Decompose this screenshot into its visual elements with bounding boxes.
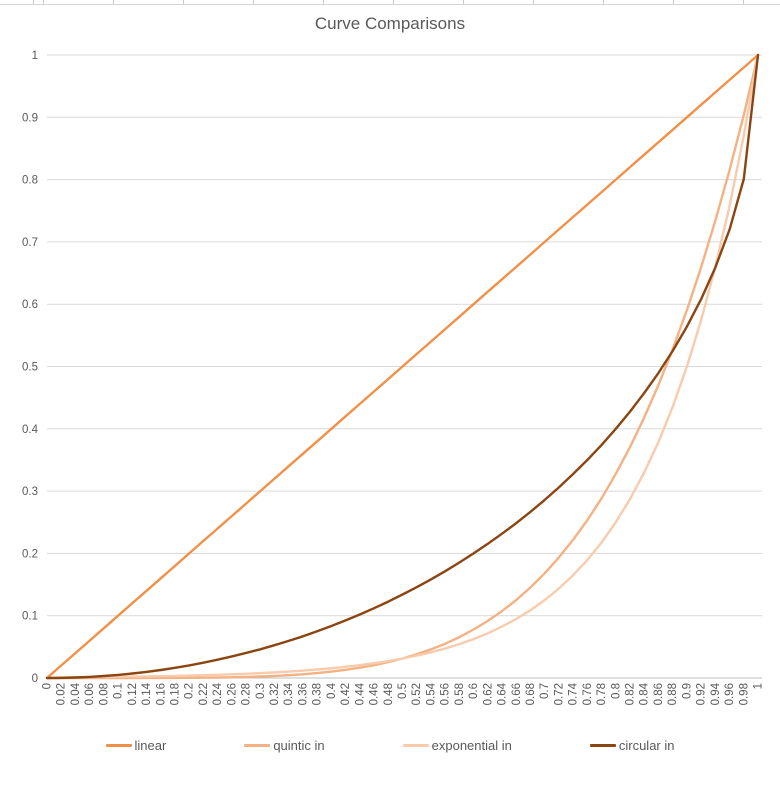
series-line-circular-in[interactable] (45, 53, 760, 680)
x-axis-tick-label: 0.76 (582, 683, 594, 705)
x-axis-tick-label: 1 (753, 683, 765, 689)
legend-swatch-exponential-in (402, 744, 429, 747)
legend-label: circular in (618, 738, 675, 753)
x-axis-tick-label: 0.34 (283, 682, 295, 705)
x-axis-tick-label: 0.58 (454, 683, 466, 705)
x-axis-tick-label: 0.32 (269, 683, 281, 705)
legend-item-exponential-in[interactable]: exponential in (402, 738, 512, 753)
x-axis-tick-label: 0.38 (312, 683, 324, 705)
chart-title: Curve Comparisons (314, 14, 466, 33)
y-axis-tick-label: 0.4 (22, 424, 39, 436)
legend-swatch-quintic-in (244, 744, 271, 747)
y-axis-tick-label: 1 (32, 50, 38, 62)
legend: linear quintic in exponential in circular i… (0, 738, 780, 753)
x-axis-tick-label: 0.02 (56, 683, 68, 705)
series-line-exponential-in[interactable] (45, 53, 760, 680)
y-axis-tick-label: 0.8 (22, 175, 38, 187)
x-axis-tick-label: 0.42 (340, 683, 352, 705)
legend-label: quintic in (273, 738, 325, 753)
x-axis-tick-label: 0.44 (354, 682, 366, 705)
x-axis-tick-label: 0.92 (696, 683, 708, 705)
x-axis-tick-label: 0.26 (226, 683, 238, 705)
x-axis-tick-label: 0.36 (297, 683, 309, 705)
x-axis-tick-label: 0.64 (497, 682, 509, 705)
x-axis-tick-label: 0.3 (255, 683, 267, 699)
x-axis-tick-label: 0.04 (70, 682, 82, 705)
spreadsheet-row-border (0, 4, 780, 5)
plot-area: 00.10.20.30.40.50.60.70.80.910 0.02 0.04 0.… (22, 50, 765, 705)
x-axis-tick-label: 0.2 (184, 683, 196, 699)
x-axis-tick-label: 0.96 (724, 683, 736, 705)
x-axis-tick-label: 0.48 (383, 683, 395, 705)
x-axis-tick-label: 0.46 (369, 683, 381, 705)
x-axis-tick-label: 0.86 (653, 683, 665, 705)
legend-item-circular-in[interactable]: circular in (589, 738, 675, 753)
x-axis-tick-label: 0.4 (326, 682, 338, 699)
x-axis-tick-label: 0.28 (241, 683, 253, 705)
x-axis-tick-label: 0.72 (553, 683, 565, 705)
legend-item-linear[interactable]: linear (105, 738, 167, 753)
y-axis-tick-label: 0.1 (22, 611, 38, 623)
x-axis-tick-label: 0.7 (539, 683, 551, 699)
x-axis-tick-label: 0.08 (98, 683, 110, 705)
y-axis-tick-label: 0.3 (22, 486, 38, 498)
x-axis-tick-label: 0.12 (127, 683, 139, 705)
x-axis-tick-label: 0.68 (525, 683, 537, 705)
legend-label: exponential in (431, 738, 512, 753)
y-axis-tick-label: 0 (32, 673, 38, 685)
legend-swatch-linear (105, 744, 132, 747)
x-axis-tick-label: 0.14 (141, 682, 153, 705)
x-axis-tick-label: 0.24 (212, 682, 224, 705)
x-axis-tick-label: 0.56 (440, 683, 452, 705)
y-axis-tick-label: 0.5 (22, 362, 38, 374)
x-axis-tick-label: 0.52 (411, 683, 423, 705)
legend-swatch-circular-in (589, 744, 616, 747)
x-axis-tick-label: 0.54 (425, 682, 437, 705)
x-axis-tick-label: 0.5 (397, 683, 409, 699)
x-axis-tick-label: 0.06 (84, 683, 96, 705)
series-line-linear[interactable] (45, 53, 760, 680)
x-axis-tick-label: 0.98 (738, 683, 750, 705)
x-axis-tick-label: 0.18 (169, 683, 181, 705)
x-axis-tick-label: 0.22 (198, 683, 210, 705)
y-axis-tick-label: 0.6 (22, 299, 38, 311)
x-axis-tick-label: 0.78 (596, 683, 608, 705)
x-axis-tick-label: 0.62 (482, 683, 494, 705)
y-axis-tick-label: 0.9 (22, 112, 38, 124)
y-axis-tick-label: 0.2 (22, 548, 38, 560)
y-axis-tick-label: 0.7 (22, 237, 38, 249)
x-axis-tick-label: 0.82 (625, 683, 637, 705)
x-axis-tick-label: 0.6 (468, 683, 480, 699)
x-axis-tick-label: 0.8 (610, 683, 622, 699)
x-axis-tick-label: 0.66 (511, 683, 523, 705)
x-axis-tick-label: 0.88 (667, 683, 679, 705)
legend-label: linear (134, 738, 167, 753)
x-axis-tick-label: 0.1 (113, 683, 125, 699)
x-axis-tick-label: 0 (42, 683, 54, 689)
x-axis-tick-label: 0.94 (710, 682, 722, 705)
x-axis-tick-label: 0.74 (568, 682, 580, 705)
legend-item-quintic-in[interactable]: quintic in (244, 738, 325, 753)
x-axis-tick-label: 0.9 (681, 683, 693, 699)
spreadsheet-column-ticks (0, 0, 780, 4)
x-axis-tick-label: 0.16 (155, 683, 167, 705)
x-axis-tick-label: 0.84 (639, 682, 651, 705)
